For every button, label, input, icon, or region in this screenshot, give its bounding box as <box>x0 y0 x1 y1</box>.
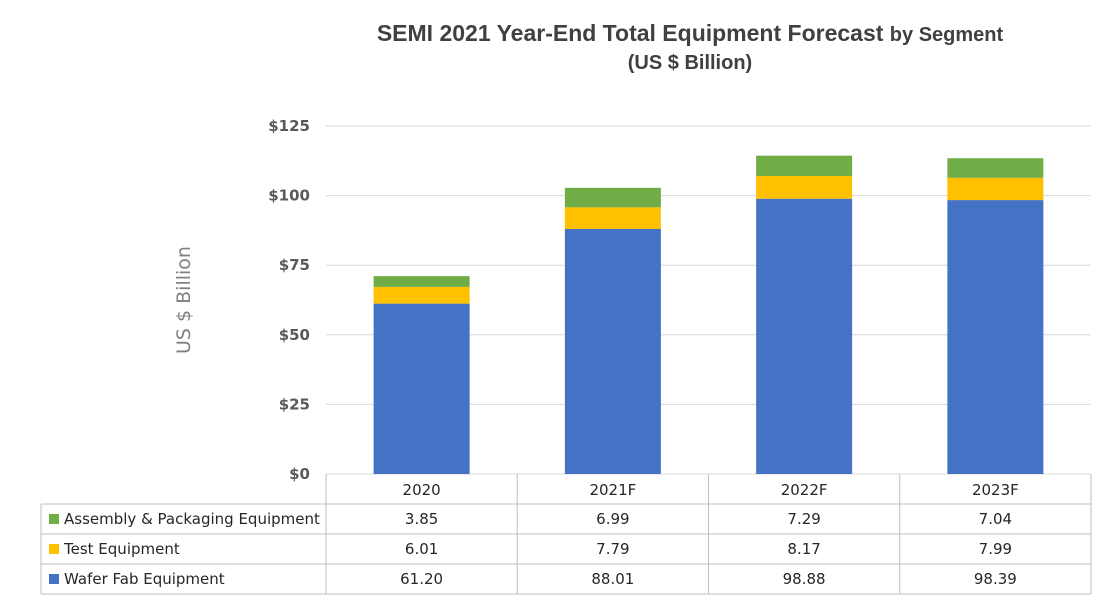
data-label: 7.29 <box>787 510 820 528</box>
bar-segment <box>756 198 853 474</box>
bar-segment <box>947 177 1044 201</box>
x-tick-label: 2020 <box>403 481 441 499</box>
legend-swatch <box>49 574 59 584</box>
legend-label: Wafer Fab Equipment <box>64 570 225 588</box>
y-axis-label: US $ Billion <box>173 246 195 354</box>
legend-swatch <box>49 544 59 554</box>
legend-swatch <box>49 514 59 524</box>
bar-segment <box>373 303 470 474</box>
y-tick-label: $75 <box>279 256 310 274</box>
title-main: SEMI 2021 Year-End Total Equipment Forec… <box>376 20 884 46</box>
x-tick-label: 2021F <box>589 481 636 499</box>
data-label: 7.99 <box>979 540 1012 558</box>
y-tick-label: $100 <box>268 187 310 205</box>
y-tick-label: $25 <box>279 395 310 413</box>
bars <box>373 155 1044 474</box>
bar-segment <box>947 158 1044 178</box>
bar-segment <box>756 175 853 199</box>
data-label: 98.88 <box>783 570 826 588</box>
y-tick-label: $50 <box>279 326 310 344</box>
data-table: 2020 2021F 2022F 2023F Assembly & Packaging … <box>40 474 1092 595</box>
data-label: 7.04 <box>979 510 1012 528</box>
data-label: 8.17 <box>787 540 820 558</box>
x-tick-label: 2022F <box>781 481 828 499</box>
data-label: 7.79 <box>596 540 629 558</box>
data-label: 88.01 <box>591 570 634 588</box>
bar-segment <box>947 200 1044 474</box>
legend-label: Assembly & Packaging Equipment <box>64 510 320 528</box>
x-tick-label: 2023F <box>972 481 1019 499</box>
bar-segment <box>373 276 470 287</box>
bar-segment <box>564 207 661 229</box>
y-axis-ticks: $0 $25 $50 $75 $100 $125 <box>268 117 310 483</box>
chart-title: SEMI 2021 Year-End Total Equipment Forec… <box>300 18 1080 76</box>
y-tick-label: $125 <box>268 117 310 135</box>
data-label: 3.85 <box>405 510 438 528</box>
data-label: 98.39 <box>974 570 1017 588</box>
data-label: 6.01 <box>405 540 438 558</box>
bar-segment <box>564 228 661 474</box>
data-label: 6.99 <box>596 510 629 528</box>
legend-label: Test Equipment <box>63 540 180 558</box>
bar-segment <box>564 187 661 208</box>
data-label: 61.20 <box>400 570 443 588</box>
y-tick-label: $0 <box>289 465 310 483</box>
bar-segment <box>373 286 470 304</box>
bar-segment <box>756 155 853 176</box>
chart-subtitle: (US $ Billion) <box>627 52 753 74</box>
title-suffix: by Segment <box>889 24 1004 46</box>
